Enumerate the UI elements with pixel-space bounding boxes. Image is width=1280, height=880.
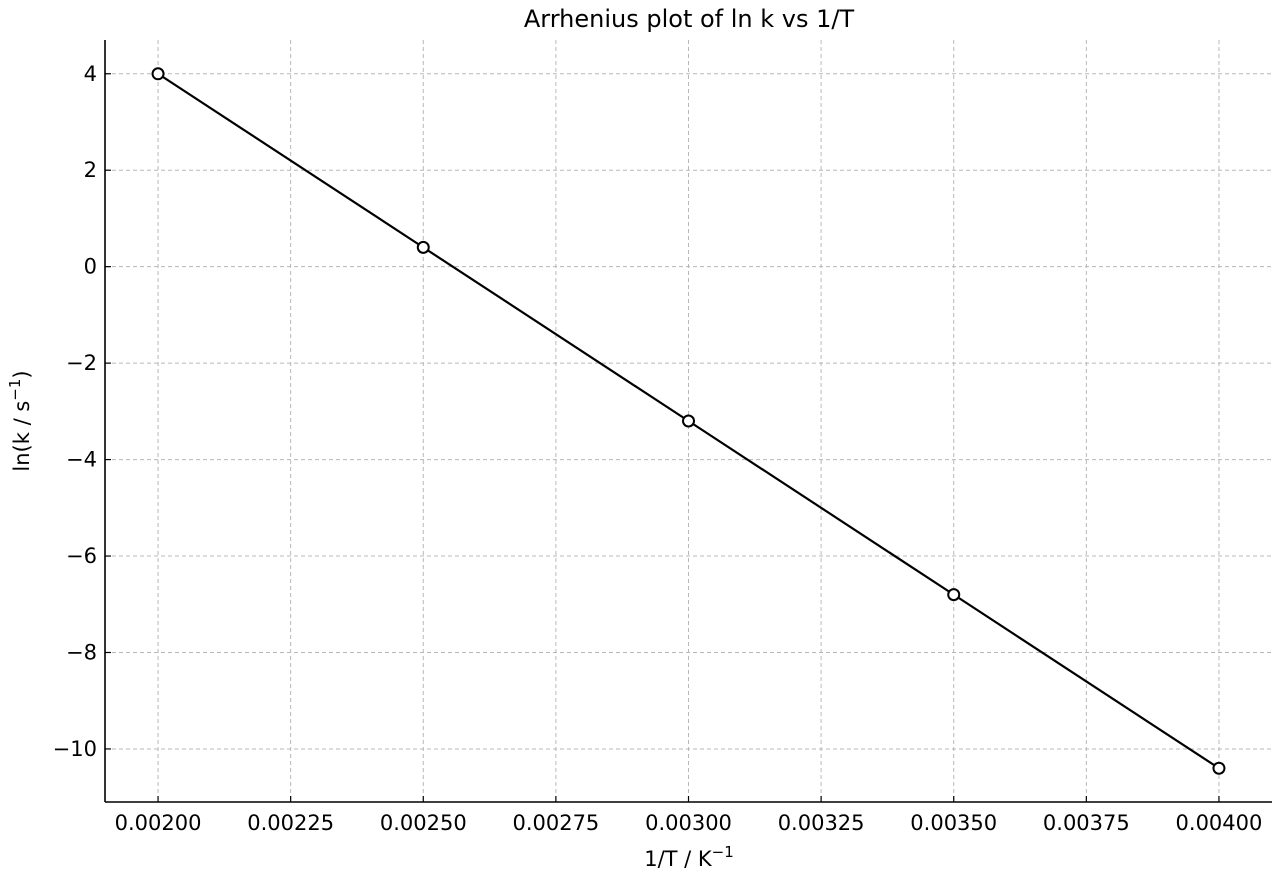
data-point xyxy=(151,67,165,81)
data-point xyxy=(682,414,695,428)
x-tick-label: 0.00350 xyxy=(910,811,997,835)
y-axis-title: ln(k / s−1) xyxy=(6,370,34,471)
x-axis-title-base: 1/T / K xyxy=(644,847,713,871)
x-tick-label: 0.00275 xyxy=(512,811,599,835)
x-tick-label: 0.00225 xyxy=(247,811,334,835)
x-ticks: 0.00200 0.00225 0.00250 0.00275 0.00300 0.003… xyxy=(115,796,1263,835)
x-tick-label: 0.00325 xyxy=(778,811,865,835)
x-axis-title-superscript: −1 xyxy=(712,843,734,861)
x-tick-label: 0.00400 xyxy=(1176,811,1263,835)
data-point xyxy=(947,588,961,602)
x-tick-label: 0.00300 xyxy=(645,811,732,835)
series-layer xyxy=(151,67,1226,775)
y-tick-label: 0 xyxy=(84,255,97,279)
x-tick-label: 0.00200 xyxy=(115,811,202,835)
x-tick-label: 0.00250 xyxy=(380,811,467,835)
y-tick-label: 4 xyxy=(84,62,97,86)
y-tick-label: −6 xyxy=(66,544,97,568)
y-axis-title-tail: ) xyxy=(10,370,34,378)
y-tick-label: 2 xyxy=(84,158,97,182)
data-point xyxy=(1212,761,1226,775)
y-ticks: −10 −8 −6 −4 −2 0 2 4 xyxy=(53,62,111,761)
grid xyxy=(105,40,1272,802)
y-axis-title-base: ln(k / s xyxy=(10,401,34,472)
y-tick-label: −4 xyxy=(66,448,97,472)
data-point xyxy=(416,240,430,254)
chart-title: Arrhenius plot of ln k vs 1/T xyxy=(524,5,855,33)
x-tick-label: 0.00375 xyxy=(1043,811,1130,835)
x-axis-title: 1/T / K−1 xyxy=(644,843,734,871)
y-tick-label: −2 xyxy=(66,351,97,375)
y-axis-title-superscript: −1 xyxy=(6,379,24,401)
y-tick-label: −10 xyxy=(53,737,97,761)
y-tick-label: −8 xyxy=(66,640,97,664)
